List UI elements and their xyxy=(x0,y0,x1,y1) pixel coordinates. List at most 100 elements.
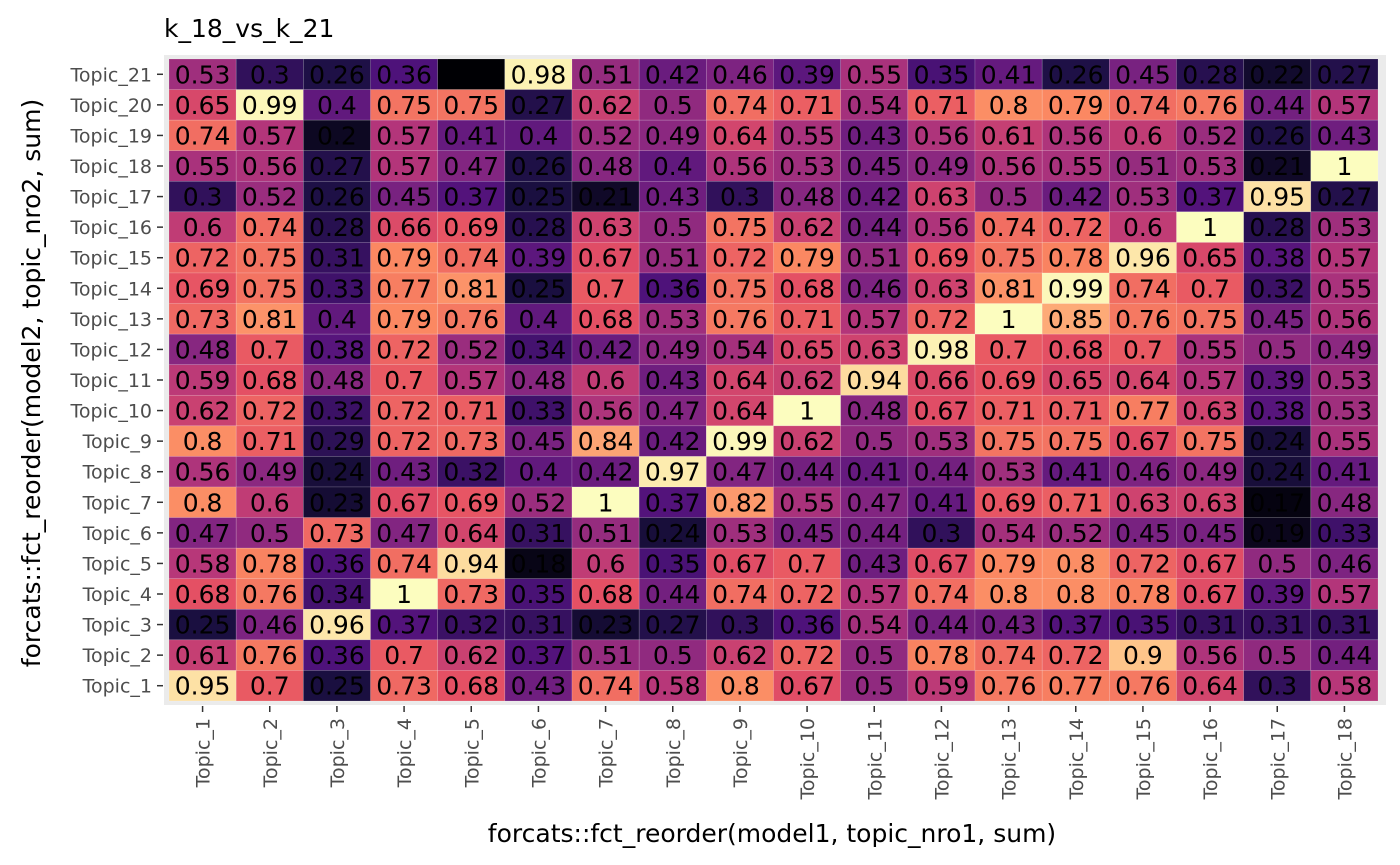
heatmap-cell xyxy=(840,119,909,152)
heatmap-cell xyxy=(706,486,774,518)
heatmap-cell xyxy=(235,517,304,549)
heatmap-cell xyxy=(235,578,304,610)
cell-value-label: 0.72 xyxy=(1048,641,1104,670)
x-tick-label: Topic_1 xyxy=(193,718,215,788)
heatmap-cell xyxy=(1109,394,1177,427)
heatmap-cell xyxy=(638,608,707,641)
cell-value-label: 0.3 xyxy=(1257,672,1297,701)
heatmap-cell xyxy=(303,119,371,152)
cell-value-label: 0.67 xyxy=(376,488,432,517)
heatmap-cell xyxy=(1041,608,1110,641)
cell-value-label: 0.36 xyxy=(779,611,835,640)
heatmap-cell xyxy=(504,272,573,304)
cell-value-label: 0.31 xyxy=(1182,611,1238,640)
cell-value-label: 0.23 xyxy=(578,611,634,640)
cell-value-label: 0.41 xyxy=(914,488,970,517)
cell-value-label: 0.42 xyxy=(846,183,902,212)
cell-value-label: 0.58 xyxy=(645,672,701,701)
cell-value-label: 0.69 xyxy=(981,488,1037,517)
cell-value-label: 0.27 xyxy=(1317,183,1373,212)
cell-value-label: 0.79 xyxy=(981,549,1037,578)
cell-value-label: 0.32 xyxy=(1249,274,1305,303)
heatmap-cell xyxy=(370,608,438,641)
cell-value-label: 0.5 xyxy=(854,641,894,670)
heatmap-cell xyxy=(235,486,304,518)
heatmap-cell xyxy=(1310,517,1379,549)
y-axis-title: forcats::fct_reorder(model2, topic_nro2,… xyxy=(17,99,46,667)
heatmap-cell xyxy=(638,58,707,90)
cell-value-label: 0.45 xyxy=(1115,519,1171,548)
cell-value-label: 0.68 xyxy=(779,274,835,303)
cell-value-label: 0.53 xyxy=(712,519,768,548)
heatmap-cell xyxy=(974,639,1043,671)
cell-value-label: 0.44 xyxy=(779,458,835,487)
heatmap-cell xyxy=(773,180,841,213)
y-tick-label: Topic_18 xyxy=(70,156,152,178)
cell-value-label: 0.61 xyxy=(175,641,231,670)
heatmap-cell xyxy=(773,547,841,580)
heatmap-cell xyxy=(1243,303,1312,335)
cell-value-label: 0.26 xyxy=(1048,60,1104,89)
heatmap-cell xyxy=(706,303,774,335)
y-axis: Topic_21 Topic_20 Topic_19 Topic_18 Topic_17… xyxy=(70,64,163,698)
cell-value-label: 0.52 xyxy=(1048,519,1104,548)
y-tick-label: Topic_4 xyxy=(82,584,152,606)
cell-value-label: 0.27 xyxy=(511,91,567,120)
heatmap-cell xyxy=(1243,180,1312,213)
cell-value-label: 0.74 xyxy=(242,213,298,242)
heatmap-cell xyxy=(773,456,841,488)
heatmap-cell xyxy=(840,608,909,641)
x-tick-label: Topic_3 xyxy=(327,718,349,788)
heatmap-cell xyxy=(638,119,707,152)
cell-value-label: 0.74 xyxy=(712,91,768,120)
heatmap-cell xyxy=(571,425,640,457)
cell-value-label: 0.71 xyxy=(779,91,835,120)
cell-value-label: 0.46 xyxy=(712,60,768,89)
heatmap-cell xyxy=(907,425,976,457)
cell-value-label: 0.43 xyxy=(376,458,432,487)
cell-value-label: 0.76 xyxy=(1182,91,1238,120)
cell-value-label: 0.67 xyxy=(1115,427,1171,456)
heatmap-cell xyxy=(907,89,976,121)
x-tick-label: Topic_11 xyxy=(864,718,886,800)
y-tick-label: Topic_8 xyxy=(82,462,152,484)
heatmap-cell xyxy=(1041,89,1110,121)
heatmap-cell xyxy=(571,578,640,610)
cell-value-label: 0.47 xyxy=(175,519,231,548)
heatmap-cell xyxy=(571,517,640,549)
cell-value-label: 0.57 xyxy=(1182,366,1238,395)
cell-value-label: 0.48 xyxy=(1317,488,1373,517)
heatmap-cell xyxy=(571,486,640,518)
heatmap-cell xyxy=(168,364,237,396)
heatmap-cell xyxy=(1041,119,1110,152)
cell-value-label: 0.74 xyxy=(443,244,499,273)
heatmap-cell xyxy=(1243,150,1312,182)
cell-value-label: 0.63 xyxy=(914,183,970,212)
cell-value-label: 0.53 xyxy=(914,427,970,456)
heatmap-cells xyxy=(168,58,1379,702)
heatmap-cell xyxy=(638,639,707,671)
heatmap-cell xyxy=(840,486,909,518)
heatmap-cell xyxy=(638,150,707,182)
cell-value-label: 0.5 xyxy=(250,519,290,548)
cell-value-label: 0.71 xyxy=(443,397,499,426)
cell-value-label: 0.75 xyxy=(1182,305,1238,334)
heatmap-cell xyxy=(303,364,371,396)
heatmap-cell xyxy=(1041,150,1110,182)
heatmap-cell xyxy=(303,670,371,702)
heatmap-cell xyxy=(1243,517,1312,549)
heatmap-cell xyxy=(504,639,573,671)
y-tick-label: Topic_12 xyxy=(70,339,152,361)
heatmap-cell xyxy=(1109,58,1177,90)
heatmap-cell xyxy=(1243,242,1312,274)
cell-value-label: 0.52 xyxy=(443,335,499,364)
cell-value-label: 0.75 xyxy=(242,274,298,303)
heatmap-cell xyxy=(504,486,573,518)
heatmap-cell xyxy=(303,89,371,121)
cell-value-label: 0.26 xyxy=(1249,121,1305,150)
heatmap-cell xyxy=(974,364,1043,396)
heatmap-cell xyxy=(1041,58,1110,90)
heatmap-cell xyxy=(1041,364,1110,396)
heatmap-cell xyxy=(235,150,304,182)
x-tick-label: Topic_18 xyxy=(1334,718,1356,800)
